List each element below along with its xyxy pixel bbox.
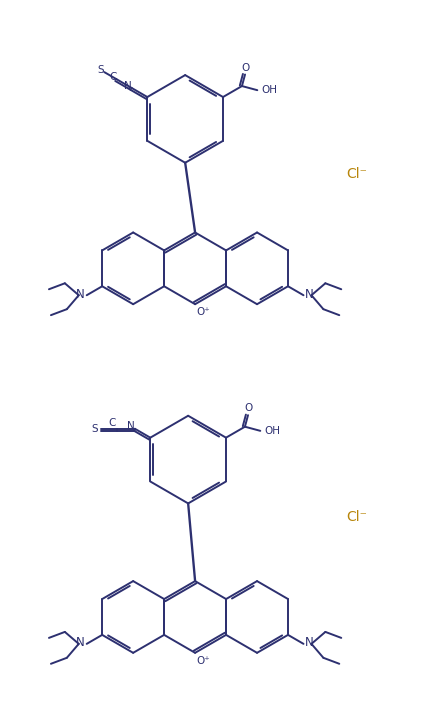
Text: Cl⁻: Cl⁻: [346, 166, 368, 181]
Text: O: O: [241, 62, 249, 72]
Text: C: C: [109, 72, 116, 82]
Text: OH: OH: [261, 85, 277, 95]
Text: O⁺: O⁺: [196, 307, 210, 317]
Text: O: O: [244, 403, 252, 413]
Text: Cl⁻: Cl⁻: [346, 510, 368, 525]
Text: C: C: [108, 418, 116, 428]
Text: OH: OH: [264, 426, 280, 436]
Text: N: N: [76, 636, 85, 649]
Text: O⁺: O⁺: [196, 656, 210, 666]
Text: N: N: [127, 421, 134, 431]
Text: S: S: [97, 65, 104, 75]
Text: S: S: [92, 423, 98, 434]
Text: N: N: [305, 636, 314, 649]
Text: N: N: [76, 287, 85, 301]
Text: N: N: [305, 287, 314, 301]
Text: N: N: [124, 81, 131, 91]
